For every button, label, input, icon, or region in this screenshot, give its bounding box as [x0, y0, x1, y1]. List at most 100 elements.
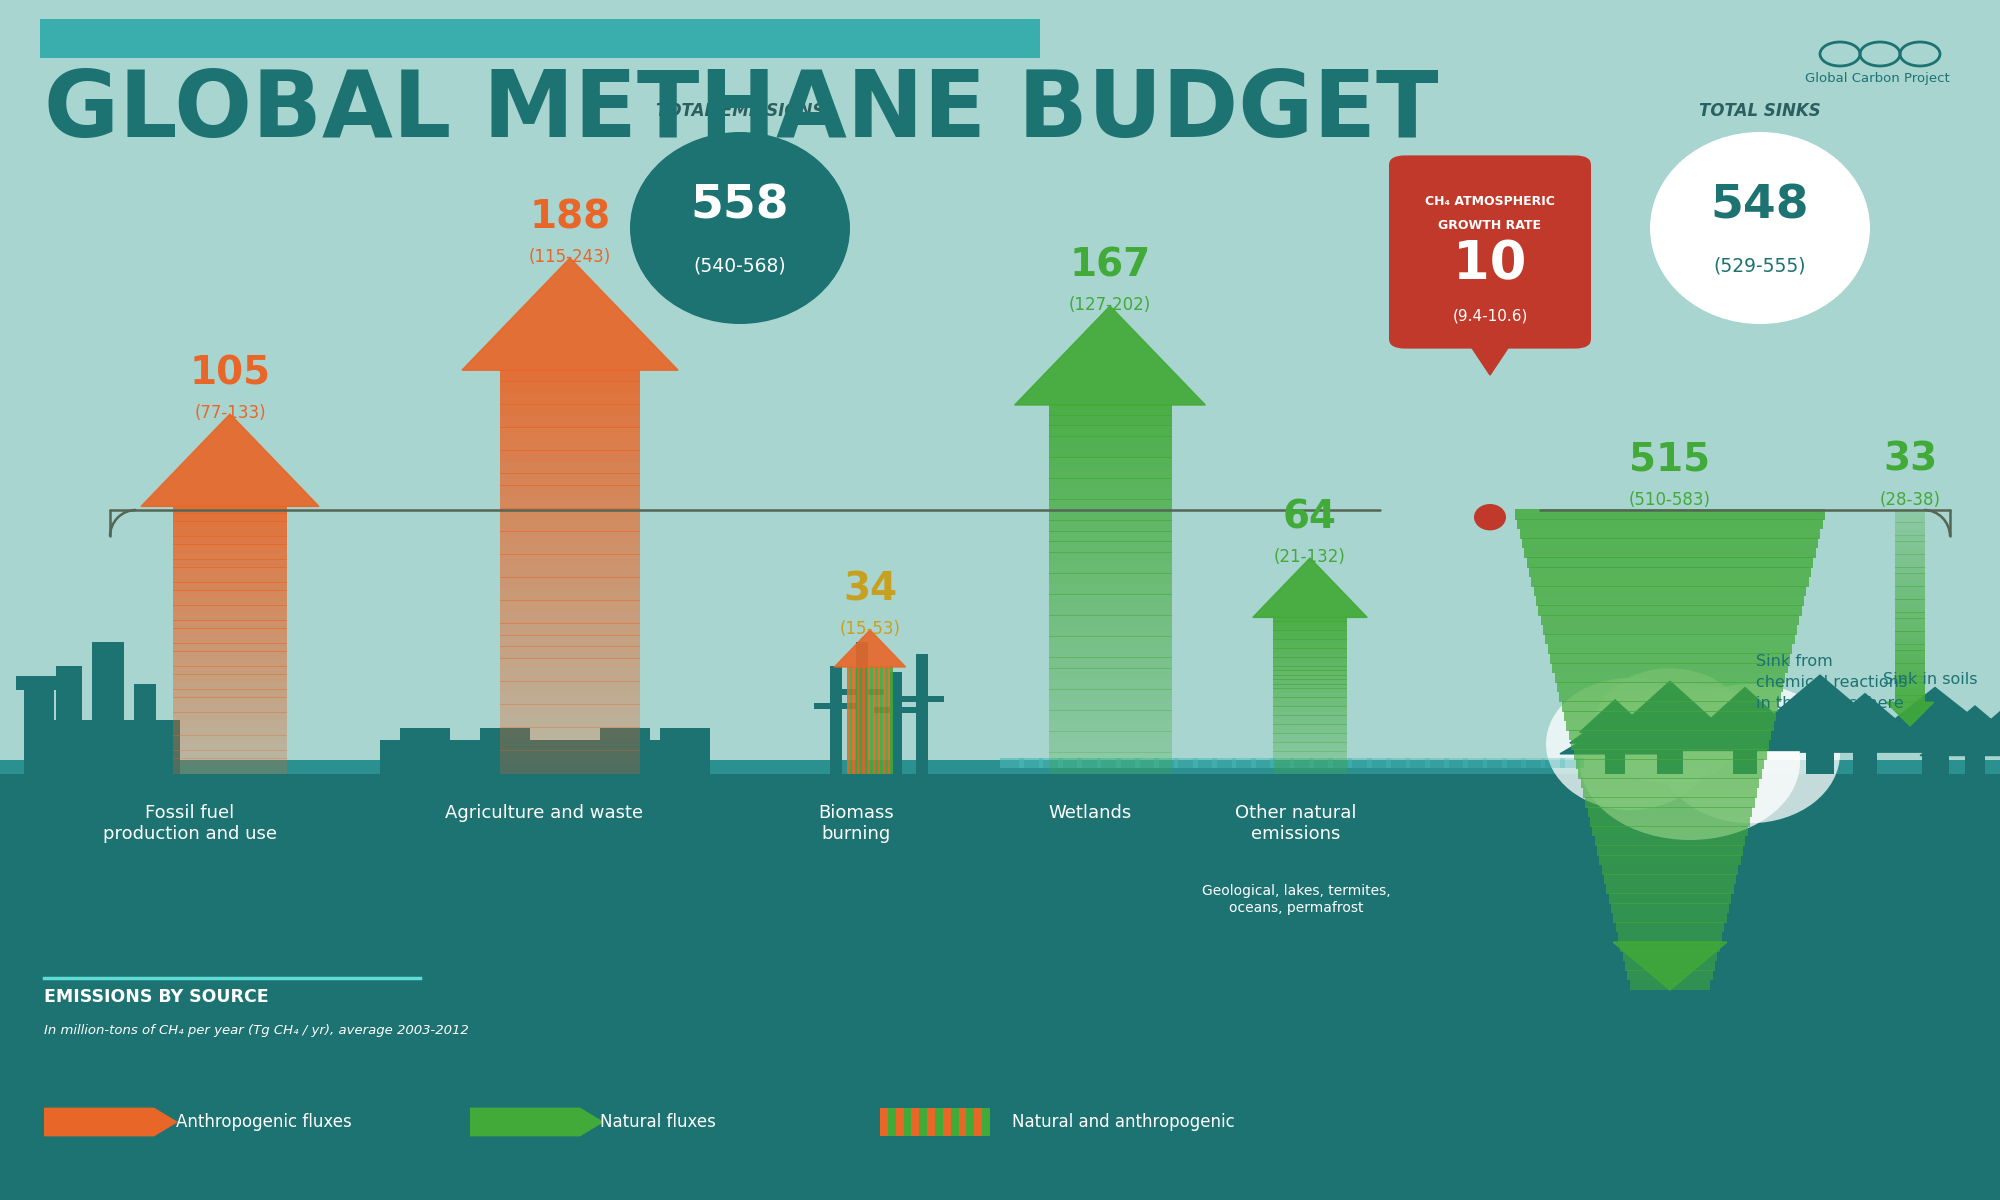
Bar: [24, 678, 54, 774]
Polygon shape: [1860, 713, 2000, 750]
Bar: [1274, 674, 1346, 680]
Text: Sink from
chemical reactions
in the atmosphere: Sink from chemical reactions in the atmo…: [1756, 654, 1908, 710]
Bar: [1048, 626, 1172, 637]
Bar: [1896, 618, 1924, 625]
Bar: [500, 508, 640, 520]
Bar: [480, 728, 530, 774]
Bar: [1502, 758, 1526, 768]
Text: (21-132): (21-132): [1274, 548, 1346, 566]
Bar: [1048, 521, 1172, 532]
Bar: [500, 670, 640, 682]
Text: (529-555): (529-555): [1714, 257, 1806, 276]
Text: GROWTH RATE: GROWTH RATE: [1438, 220, 1542, 232]
Bar: [500, 427, 640, 439]
Bar: [1538, 605, 1802, 616]
Text: (540-568): (540-568): [694, 257, 786, 276]
Bar: [1290, 758, 1314, 768]
Text: Sink in soils: Sink in soils: [1882, 672, 1978, 686]
Bar: [888, 1108, 896, 1136]
Bar: [880, 667, 882, 774]
Bar: [854, 667, 858, 774]
Bar: [1274, 671, 1346, 676]
Bar: [1534, 587, 1806, 596]
Text: 548: 548: [1710, 184, 1810, 229]
Bar: [1048, 605, 1172, 616]
Bar: [1616, 922, 1724, 932]
Bar: [1530, 568, 1810, 577]
Bar: [1854, 752, 1876, 774]
Bar: [1048, 721, 1172, 732]
Bar: [1048, 574, 1172, 584]
Polygon shape: [1704, 688, 1786, 725]
Bar: [1328, 758, 1352, 768]
Bar: [172, 659, 288, 667]
Bar: [1048, 647, 1172, 658]
Bar: [500, 762, 640, 774]
Bar: [500, 382, 640, 394]
Bar: [1048, 436, 1172, 448]
Bar: [942, 1108, 950, 1136]
Bar: [500, 450, 640, 462]
Bar: [1048, 763, 1172, 774]
Bar: [40, 19, 1040, 58]
Polygon shape: [1740, 704, 1900, 748]
Bar: [1896, 631, 1924, 638]
Bar: [500, 704, 640, 716]
Bar: [850, 667, 852, 774]
Text: Global Carbon Project: Global Carbon Project: [1806, 72, 1950, 85]
Bar: [1594, 836, 1746, 846]
Bar: [1554, 672, 1786, 683]
Polygon shape: [1600, 708, 1740, 749]
Bar: [1274, 635, 1346, 640]
Bar: [858, 667, 860, 774]
Bar: [1048, 446, 1172, 457]
Bar: [172, 521, 288, 529]
Bar: [1308, 758, 1332, 768]
Text: (28-38): (28-38): [1880, 491, 1940, 509]
Bar: [1048, 742, 1172, 752]
Text: 64: 64: [1284, 498, 1336, 536]
Polygon shape: [1874, 700, 1996, 738]
Polygon shape: [1768, 676, 1872, 719]
Bar: [500, 565, 640, 578]
Ellipse shape: [630, 132, 850, 324]
Bar: [1048, 594, 1172, 605]
Bar: [1608, 893, 1732, 904]
Bar: [1274, 710, 1346, 716]
Bar: [1048, 752, 1172, 763]
Bar: [1386, 758, 1410, 768]
Bar: [172, 652, 288, 659]
Bar: [1574, 749, 1766, 760]
Text: Other natural
emissions: Other natural emissions: [1236, 804, 1356, 842]
Bar: [1154, 758, 1178, 768]
Bar: [1562, 701, 1778, 712]
Bar: [172, 514, 288, 522]
Bar: [1174, 758, 1198, 768]
Bar: [1896, 670, 1924, 677]
Bar: [1274, 720, 1346, 725]
Polygon shape: [1972, 700, 2000, 738]
Bar: [1896, 650, 1924, 658]
Bar: [1630, 979, 1710, 990]
Bar: [172, 575, 288, 583]
Bar: [1522, 539, 1818, 548]
Bar: [1592, 827, 1748, 836]
Text: 558: 558: [690, 184, 790, 229]
Bar: [500, 589, 640, 601]
Bar: [860, 667, 862, 774]
Bar: [500, 497, 640, 509]
Bar: [172, 766, 288, 774]
Bar: [660, 728, 710, 774]
Polygon shape: [1680, 713, 1810, 750]
Bar: [1252, 758, 1276, 768]
Text: In million-tons of CH₄ per year (Tg CH₄ / yr), average 2003-2012: In million-tons of CH₄ per year (Tg CH₄ …: [44, 1024, 468, 1037]
Bar: [172, 713, 288, 720]
Bar: [1274, 746, 1346, 751]
Bar: [974, 1108, 982, 1136]
Bar: [1048, 499, 1172, 510]
Bar: [1274, 617, 1346, 622]
Bar: [1606, 883, 1734, 894]
Bar: [0, 774, 2000, 1200]
Bar: [172, 643, 288, 652]
Bar: [1048, 616, 1172, 626]
